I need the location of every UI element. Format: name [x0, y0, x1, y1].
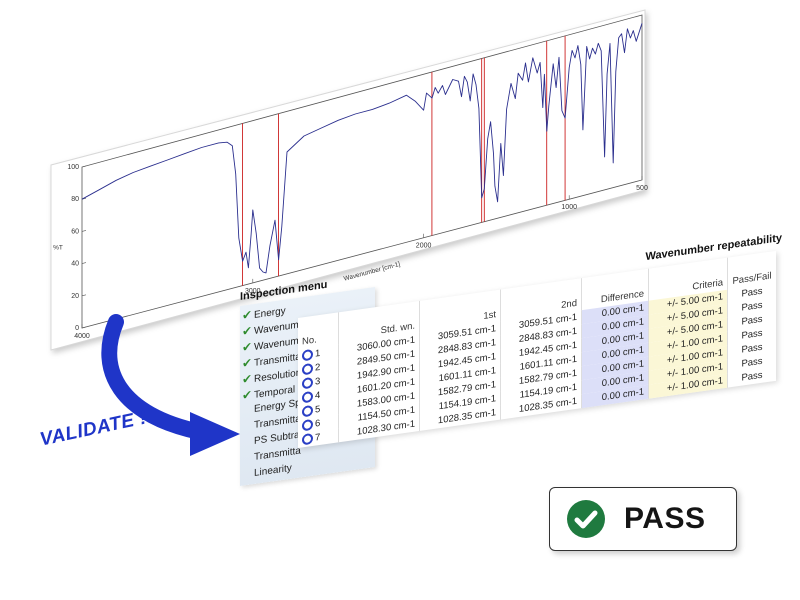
- curved-arrow-shaft: [101, 314, 208, 440]
- check-icon: ✔: [242, 339, 253, 355]
- plot-group: 1008060402004000300020001000500%TWavenum…: [53, 14, 648, 340]
- y-tick-label: 20: [71, 293, 79, 300]
- x-tick-label: 1000: [561, 204, 577, 211]
- row-number: 2: [315, 361, 321, 374]
- status-ring-icon: [302, 390, 313, 404]
- y-tick-label: 40: [71, 261, 79, 268]
- spectrum-chart: 100 80 60 40 20 0 4000 3000 2000 1000 500 %T Wavenum…: [45, 9, 650, 351]
- pass-label: PASS: [624, 502, 706, 535]
- check-mark-icon: [574, 510, 598, 529]
- check-icon: ✔: [242, 371, 253, 387]
- check-icon: ✔: [242, 307, 253, 323]
- row-number: 1: [315, 347, 321, 360]
- empty-check-slot: [242, 412, 254, 414]
- empty-check-slot: [242, 476, 254, 478]
- check-circle-icon: [567, 500, 605, 538]
- y-tick-mark: [81, 294, 87, 297]
- status-ring-icon: [302, 432, 313, 446]
- plot-frame: [81, 14, 643, 329]
- status-ring-icon: [302, 348, 313, 362]
- curved-arrow-head: [190, 412, 240, 456]
- empty-check-slot: [242, 428, 254, 430]
- status-ring-icon: [302, 404, 313, 418]
- spectrum-chart-svg: 1008060402004000300020001000500%TWavenum…: [50, 9, 648, 351]
- x-tick-label: 500: [636, 185, 648, 192]
- row-number: 4: [315, 389, 321, 402]
- x-tick-label: 3000: [245, 288, 261, 295]
- check-icon: ✔: [242, 355, 253, 371]
- spectrum-series-line: [81, 23, 643, 274]
- status-ring-icon: [302, 418, 313, 432]
- status-ring-icon: [302, 362, 313, 376]
- status-ring-icon: [302, 376, 313, 390]
- x-tick-label: 4000: [74, 333, 90, 340]
- y-tick-mark: [81, 262, 87, 264]
- y-tick-label: 100: [67, 164, 79, 171]
- empty-check-slot: [242, 444, 254, 446]
- y-tick-mark: [81, 165, 87, 168]
- chart-panel-background: [50, 9, 646, 351]
- row-number: 5: [315, 403, 321, 416]
- inspection-menu-item-label: Linearity: [254, 462, 292, 480]
- y-tick-label: 80: [71, 196, 79, 203]
- row-number: 3: [315, 375, 321, 388]
- pass-badge: PASS: [549, 487, 737, 551]
- row-number: 7: [315, 431, 321, 444]
- check-icon: ✔: [242, 387, 253, 403]
- y-tick-label: 60: [71, 228, 79, 235]
- check-icon: ✔: [242, 323, 253, 339]
- y-axis-label: %T: [53, 245, 63, 252]
- inspection-menu-item-label: Transmitta: [254, 445, 301, 464]
- empty-check-slot: [242, 460, 254, 462]
- x-tick-label: 2000: [416, 243, 432, 250]
- row-number: 6: [315, 417, 321, 430]
- y-tick-mark: [81, 326, 87, 329]
- y-tick-label: 0: [75, 325, 79, 332]
- y-tick-mark: [81, 230, 87, 232]
